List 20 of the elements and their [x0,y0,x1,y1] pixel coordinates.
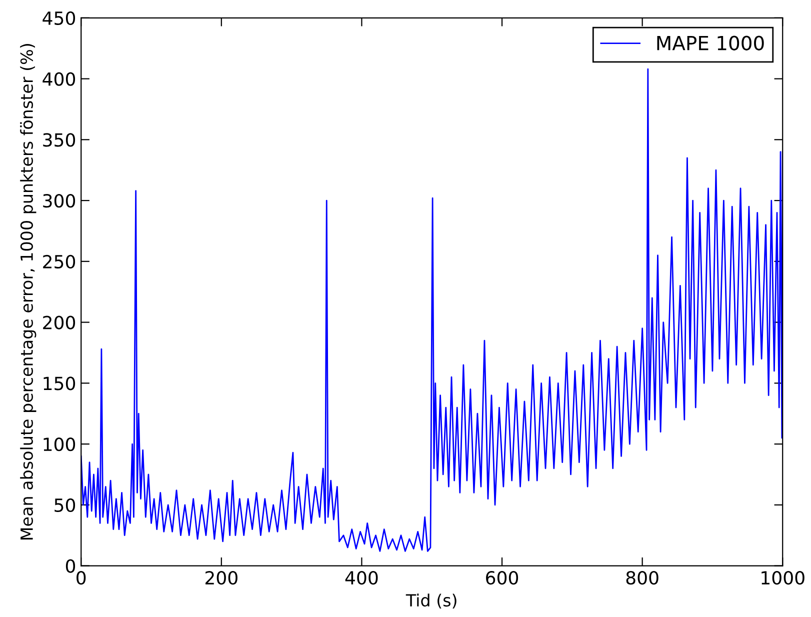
y-tick-label: 200 [43,316,76,330]
x-tick-label: 400 [345,570,378,585]
x-tick-label: 0 [76,570,86,585]
x-tick-label: 200 [205,570,238,585]
y-tick-label: 400 [42,72,76,86]
y-tick-label: 100 [44,437,76,452]
y-tick-label: 250 [43,254,76,269]
x-axis-title: Tid (s) [406,594,456,609]
x-tick-label: 1000 [762,570,804,585]
y-tick-label: 350 [43,133,76,147]
line-series [81,68,783,552]
x-tick-label: 600 [486,570,518,585]
y-tick-label: 150 [44,376,76,390]
y-tick-label: 450 [42,11,76,26]
y-tick-label: 50 [54,498,76,512]
legend-label: MAPE 1000 [657,36,764,50]
x-tick-label: 800 [626,570,658,585]
y-axis-title: Mean absolute percentage error, 1000 punkters fönster (%) [20,44,36,540]
y-tick-label: 0 [66,559,76,573]
y-tick-label: 300 [43,194,76,208]
